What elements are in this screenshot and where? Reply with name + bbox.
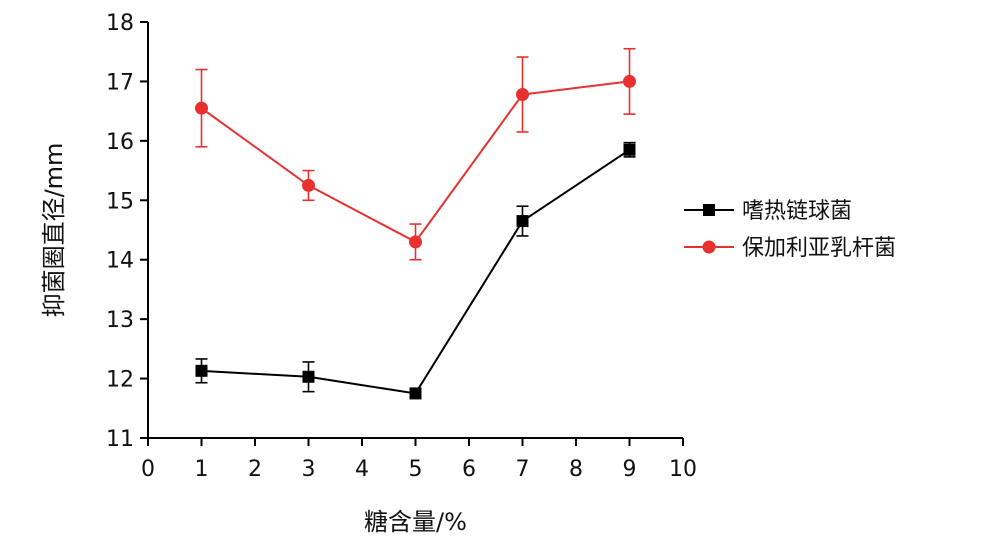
y-tick-label: 13: [106, 308, 134, 333]
legend-label: 嗜热链球菌: [742, 199, 852, 224]
data-point: [516, 88, 529, 102]
data-point: [409, 235, 422, 249]
x-tick-label: 6: [462, 457, 476, 482]
x-tick-label: 8: [569, 457, 583, 482]
x-axis-title: 糖含量/%: [364, 508, 467, 536]
y-tick-label: 11: [106, 427, 134, 452]
legend-marker: [702, 240, 716, 254]
y-tick-label: 16: [106, 130, 134, 155]
x-tick-label: 9: [623, 457, 637, 482]
y-tick-label: 15: [106, 189, 134, 214]
x-tick-label: 2: [248, 457, 262, 482]
x-tick-label: 10: [669, 457, 697, 482]
series-2: [195, 47, 636, 261]
legend-item-1: 嗜热链球菌: [684, 199, 852, 224]
data-point: [302, 370, 315, 383]
x-tick-label: 1: [195, 457, 209, 482]
legend-item-2: 保加利亚乳杆菌: [684, 236, 896, 261]
series-group: [195, 47, 636, 400]
x-tick-label: 4: [355, 457, 369, 482]
data-point: [195, 101, 208, 115]
data-point: [195, 364, 208, 377]
series-1: [195, 141, 636, 400]
y-tick-label: 14: [106, 249, 134, 274]
legend-marker: [703, 204, 715, 216]
data-point: [409, 387, 422, 400]
data-point: [623, 74, 636, 88]
data-point: [623, 143, 636, 156]
y-axis-title: 抑菌圈直径/mm: [40, 143, 68, 318]
y-tick-label: 12: [106, 368, 134, 393]
x-tick-label: 7: [516, 457, 530, 482]
y-tick-label: 18: [106, 11, 134, 36]
data-point: [302, 178, 315, 192]
data-point: [516, 215, 529, 228]
x-tick-label: 0: [141, 457, 155, 482]
x-tick-label: 5: [409, 457, 423, 482]
x-tick-label: 3: [302, 457, 316, 482]
legend-label: 保加利亚乳杆菌: [742, 236, 896, 261]
y-tick-label: 17: [106, 70, 134, 95]
